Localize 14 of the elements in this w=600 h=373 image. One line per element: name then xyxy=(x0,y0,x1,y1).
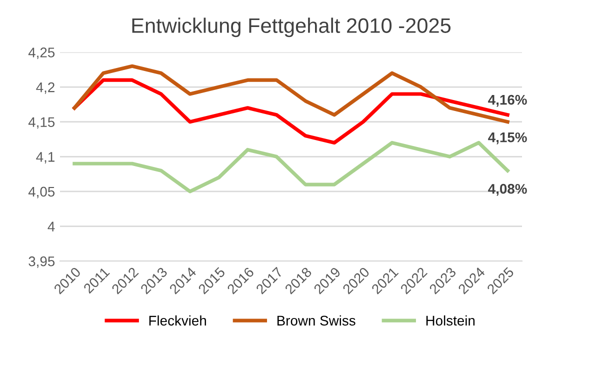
y-tick-label: 4,05 xyxy=(28,186,55,198)
legend-label: Holstein xyxy=(426,315,475,326)
chart-title: Entwicklung Fettgehalt 2010 -2025 xyxy=(132,18,451,38)
legend-label: Fleckvieh xyxy=(149,315,206,326)
y-tick-label: 3,95 xyxy=(28,256,55,268)
y-tick-label: 4,25 xyxy=(28,48,55,60)
annotation: 4,08% xyxy=(488,184,527,196)
y-tick-label: 4 xyxy=(48,222,55,232)
annotation: 4,15% xyxy=(488,132,527,144)
y-tick-label: 4,2 xyxy=(36,82,54,94)
annotation: 4,16% xyxy=(488,94,527,107)
legend-label: Brown Swiss xyxy=(277,315,356,326)
y-tick-label: 4,1 xyxy=(36,152,54,164)
y-tick-label: 4,15 xyxy=(28,117,55,129)
